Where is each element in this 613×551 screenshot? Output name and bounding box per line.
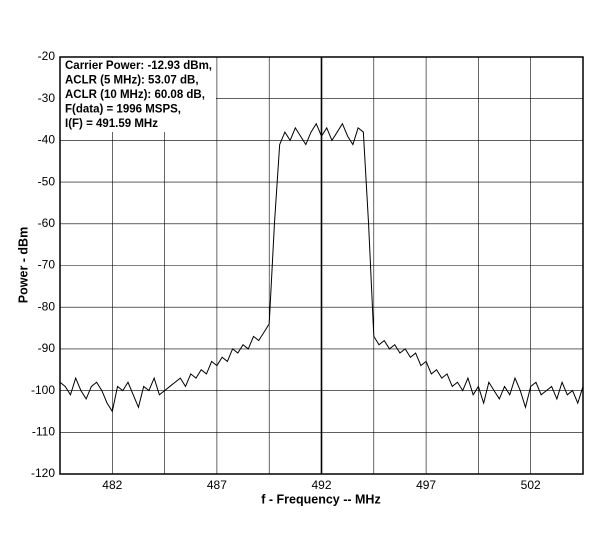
y-tick-label: -70	[38, 258, 56, 272]
x-tick-label: 482	[102, 478, 122, 492]
spectrum-line	[59, 122, 584, 413]
y-tick-label: -50	[38, 174, 56, 188]
annotation: ACLR (10 MHz): 60.08 dB,	[65, 89, 205, 101]
y-tick-label: -120	[31, 466, 55, 480]
x-tick-label: 497	[416, 478, 436, 492]
y-tick-label: -80	[38, 299, 56, 313]
y-tick-label: -100	[31, 383, 55, 397]
note-box	[61, 58, 216, 132]
annotation: ACLR (5 MHz): 53.07 dB,	[65, 75, 199, 87]
annotation: F(data) = 1996 MSPS,	[65, 104, 181, 116]
y-tick-label: -90	[38, 341, 56, 355]
y-tick-label: -20	[38, 49, 56, 63]
x-tick-label: 502	[521, 478, 541, 492]
x-tick-label: 492	[311, 478, 331, 492]
x-axis-label: f - Frequency -- MHz	[261, 492, 380, 506]
annotation: I(F) = 491.59 MHz	[65, 118, 158, 130]
annotation: Carrier Power: -12.93 dBm,	[65, 60, 212, 72]
y-tick-label: -40	[38, 133, 56, 147]
y-axis-label: Power - dBm	[16, 227, 30, 303]
y-tick-label: -110	[32, 424, 55, 438]
y-tick-label: -60	[38, 216, 56, 230]
x-tick-label: 487	[207, 478, 227, 492]
plot-frame	[59, 56, 584, 475]
y-tick-label: -30	[38, 91, 56, 105]
